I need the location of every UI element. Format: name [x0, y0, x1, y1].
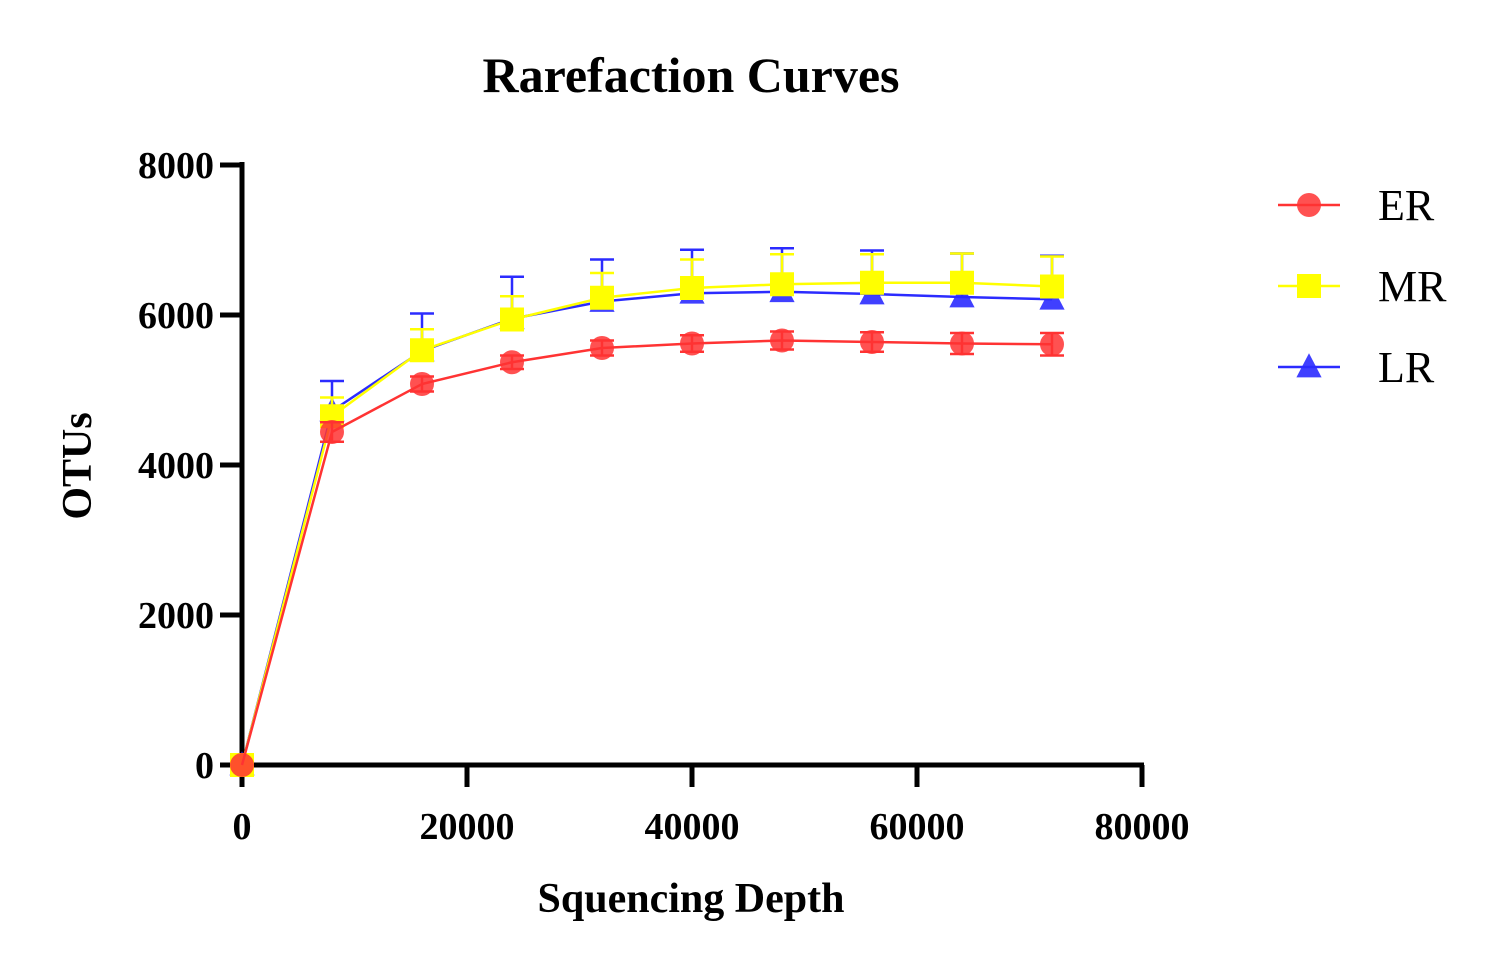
data-point-er: [500, 350, 524, 375]
y-axis-label: OTUs: [55, 412, 101, 519]
data-point-mr: [410, 338, 434, 363]
y-ticks: 0 2000 4000 6000 8000: [138, 145, 242, 787]
data-point-mr: [680, 276, 704, 300]
data-point-er: [950, 331, 974, 356]
plot-series: [229, 247, 1065, 777]
chart-title: Rarefaction Curves: [482, 47, 899, 103]
legend-marker: [1297, 193, 1321, 217]
data-point-mr: [590, 285, 614, 310]
legend-item-lr: LR: [1278, 343, 1435, 392]
data-point-lr: [949, 283, 975, 308]
series-line-lr: [240, 290, 1053, 766]
axes: 0 2000 4000 6000 8000 0 20000 40000 60000 80000: [138, 145, 1190, 848]
data-point-er: [230, 753, 254, 777]
data-point-er: [590, 336, 614, 360]
legend-marker: [1297, 274, 1321, 298]
data-point-mr: [770, 272, 794, 297]
data-point-er: [770, 328, 794, 353]
y-tick-label: 2000: [138, 595, 214, 637]
data-point-mr: [1040, 274, 1064, 299]
legend: ER MR LR: [1278, 181, 1447, 392]
y-tick-label: 0: [195, 745, 214, 787]
x-tick-label: 80000: [1095, 806, 1190, 848]
legend-item-er: ER: [1278, 181, 1435, 230]
series-line-er: [240, 339, 1053, 766]
x-tick-label: 40000: [645, 806, 740, 848]
x-tick-label: 0: [233, 806, 252, 848]
data-point-mr: [860, 270, 884, 295]
series-mr: [230, 252, 1064, 777]
y-tick-label: 6000: [138, 295, 214, 337]
y-tick-label: 8000: [138, 145, 214, 187]
legend-marker: [1296, 353, 1322, 378]
series-lr: [229, 247, 1065, 776]
x-tick-label: 60000: [870, 806, 965, 848]
x-axis-label: Squencing Depth: [538, 876, 845, 922]
data-point-er: [320, 420, 344, 444]
data-point-er: [680, 331, 704, 356]
x-tick-label: 20000: [420, 806, 515, 848]
data-point-er: [1040, 332, 1064, 357]
legend-label: ER: [1378, 181, 1435, 230]
series-line-mr: [240, 281, 1053, 766]
data-point-mr: [500, 307, 524, 332]
legend-item-mr: MR: [1278, 262, 1447, 311]
data-point-er: [410, 372, 434, 396]
y-tick-label: 4000: [138, 445, 214, 487]
legend-label: MR: [1378, 262, 1447, 311]
x-ticks: 0 20000 40000 60000 80000: [233, 765, 1190, 848]
data-point-er: [860, 330, 884, 354]
legend-label: LR: [1378, 343, 1435, 392]
data-point-mr: [950, 270, 974, 295]
series-er: [230, 328, 1064, 777]
